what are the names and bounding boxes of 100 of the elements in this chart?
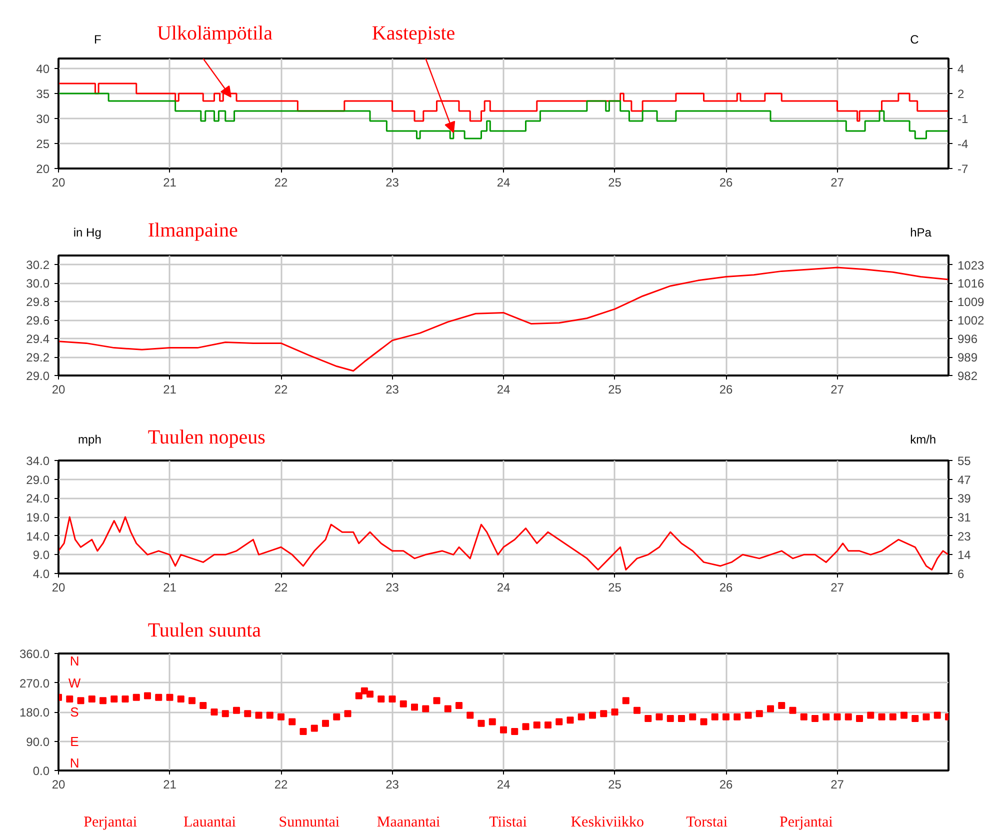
chart-title: Ilmanpaine [148,220,238,242]
x-tick-label: 20 [52,176,66,190]
chart-title: Tuulen nopeus [148,426,266,448]
y-tick-label: 29.6 [26,314,50,328]
y2-tick-label: -1 [958,112,968,126]
y2-tick-label: 2 [958,86,964,101]
y2-tick-label: 55 [958,454,972,468]
y2-tick-label: 1002 [958,314,985,328]
y2-tick-label: 1016 [958,276,985,291]
line-series [58,516,948,570]
y2-tick-label: 39 [958,492,972,506]
x-tick-label: 23 [386,778,400,792]
y-tick-label: 20 [36,162,50,176]
y2-tick-label: 982 [958,369,978,383]
y-tick-label: 29.4 [26,332,50,346]
text: Perjantai [780,814,833,830]
y2-tick-label: 14 [958,548,972,562]
y-tick-label: 30.0 [26,276,50,291]
y2-tick-label: 47 [958,472,972,487]
y-tick-label: 90.0 [26,734,50,749]
y-tick-label: 4.0 [32,567,50,581]
y2-tick-label: 4 [958,62,964,76]
line-series [58,266,948,372]
x-tick-label: 21 [163,580,177,594]
x-tick-label: 20 [52,778,66,792]
y2-tick-label: 6 [958,567,964,581]
y2-tick-label: 23 [958,529,972,544]
x-tick-label: 22 [274,382,288,396]
y-axis-title: in Hg [73,226,102,240]
x-tick-label: 23 [386,382,400,396]
y2-tick-label: 31 [958,510,972,524]
x-tick-label: 20 [52,580,66,594]
x-tick-label: 26 [719,580,733,594]
text: Torstai [686,814,728,830]
x-tick-label: 21 [163,382,177,396]
x-tick-label: 24 [496,176,510,190]
y-tick-label: 40 [36,62,50,76]
x-tick-label: 27 [830,580,844,594]
y2-axis-title: C [910,32,920,46]
text: Sunnuntai [278,814,340,830]
y-tick-label: 30.2 [26,258,50,272]
x-tick-label: 20 [52,382,66,396]
x-tick-label: 25 [608,580,622,594]
y-tick-label: 25 [36,137,50,151]
text: Perjantai [84,814,137,830]
y-tick-label: 30 [36,112,50,126]
y2-tick-label: 989 [958,350,978,365]
y2-axis-title: km/h [910,432,936,446]
x-tick-label: 25 [608,176,622,190]
y-tick-label: 29.8 [26,295,50,310]
y2-tick-label: -7 [958,162,968,176]
x-tick-label: 24 [496,778,510,792]
x-tick-label: 25 [608,778,622,792]
x-tick-label: 21 [163,778,177,792]
x-tick-label: 26 [719,176,733,190]
y-axis-title: mph [78,432,102,446]
y-tick-label: 270.0 [19,676,50,690]
text: Tiistai [489,814,527,830]
x-tick-label: 22 [274,778,288,792]
x-tick-label: 25 [608,382,622,396]
x-tick-label: 21 [163,176,177,190]
x-tick-label: 27 [830,778,844,792]
x-tick-label: 27 [830,382,844,396]
y-tick-label: 35 [36,87,50,101]
y-tick-label: 14.0 [26,529,50,544]
text: Maanantai [376,814,440,830]
y2-tick-label: 996 [958,332,978,346]
y-tick-label: 29.0 [26,472,50,487]
y-tick-label: 29.0 [26,369,50,383]
y-tick-label: 0.0 [32,764,50,778]
x-tick-label: 24 [496,580,510,594]
text: Lauantai [184,814,236,830]
y-tick-label: 360.0 [19,647,50,661]
y-tick-label: 9.0 [32,548,50,562]
y2-tick-label: -4 [958,136,968,151]
x-tick-label: 27 [830,176,844,190]
y-axis-title: F [94,32,102,46]
annotation: N [70,654,80,668]
x-tick-label: 24 [496,382,510,396]
annotation: E [70,734,80,749]
y2-tick-label: 1009 [958,295,985,310]
x-tick-label: 22 [274,580,288,594]
x-tick-label: 26 [719,778,733,792]
annotation: Ulkolämpötila [156,22,273,44]
x-tick-label: 22 [274,176,288,190]
x-tick-label: 23 [386,580,400,594]
y-tick-label: 180.0 [19,706,50,720]
x-tick-label: 26 [719,382,733,396]
y2-axis-title: hPa [910,226,932,240]
chart-title: Tuulen suunta [148,620,262,642]
text: Keskiviikko [570,814,644,830]
y-tick-label: 19.0 [26,510,50,524]
x-tick-label: 23 [386,176,400,190]
y-tick-label: 24.0 [26,492,50,506]
annotation: S [70,704,80,720]
y-tick-label: 34.0 [26,454,50,468]
y-tick-label: 29.2 [26,350,50,365]
y2-tick-label: 1023 [958,258,985,272]
annotation: Kastepiste [372,22,456,44]
annotation: W [68,675,82,690]
